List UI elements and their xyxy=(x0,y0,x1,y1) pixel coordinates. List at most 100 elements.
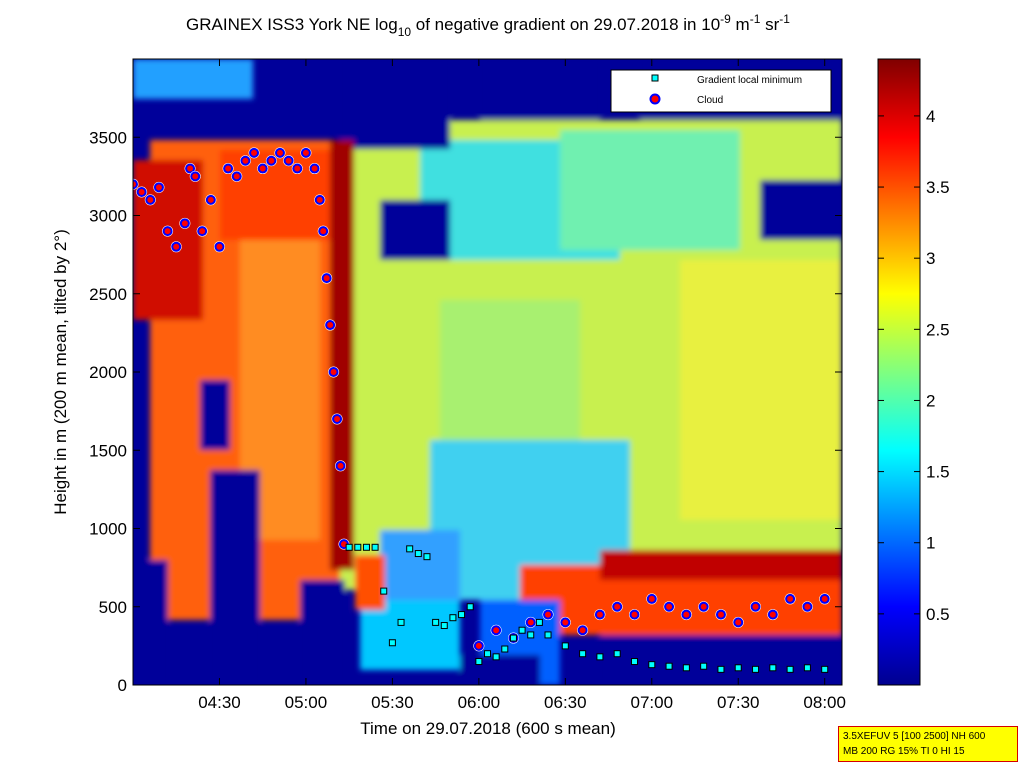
colorbar-tick-label: 2 xyxy=(926,391,935,410)
x-tick-label: 06:30 xyxy=(544,693,587,712)
cloud-marker xyxy=(473,640,484,651)
gradient-minimum-marker xyxy=(579,650,587,658)
cloud-marker xyxy=(190,171,201,182)
gradient-minimum-marker xyxy=(380,587,388,595)
markers-layer xyxy=(133,147,831,673)
gradient-minimum-marker xyxy=(466,603,474,611)
legend-marker-cloud xyxy=(649,93,661,105)
colorbar-tick-label: 1 xyxy=(926,534,935,553)
gradient-minimum-marker xyxy=(803,664,811,672)
colorbar-tick-label: 1.5 xyxy=(926,463,950,482)
cloud-marker xyxy=(136,187,147,198)
cloud-marker xyxy=(681,609,692,620)
cloud-marker xyxy=(594,609,605,620)
gradient-minimum-marker xyxy=(648,661,656,669)
cloud-marker xyxy=(819,593,830,604)
colorbar-tick-label: 2.5 xyxy=(926,320,950,339)
cloud-marker xyxy=(664,601,675,612)
cloud-marker xyxy=(274,147,285,158)
gradient-minimum-marker xyxy=(362,543,370,551)
gradient-minimum-marker xyxy=(527,631,535,639)
x-tick-label: 06:00 xyxy=(458,693,501,712)
cloud-marker xyxy=(171,241,182,252)
cloud-marker xyxy=(133,179,138,190)
cloud-marker xyxy=(314,194,325,205)
cloud-marker xyxy=(491,625,502,636)
y-tick-label: 2000 xyxy=(89,363,127,382)
gradient-minimum-marker xyxy=(518,626,526,634)
colorbar-tick-label: 4 xyxy=(926,107,935,126)
cloud-marker xyxy=(214,241,225,252)
gradient-minimum-marker xyxy=(786,665,794,673)
cloud-marker xyxy=(733,617,744,628)
cloud-marker xyxy=(300,147,311,158)
cloud-marker xyxy=(335,460,346,471)
cloud-marker xyxy=(145,194,156,205)
legend-marker-gradient-minimum xyxy=(651,74,659,82)
cloud-marker xyxy=(802,601,813,612)
gradient-minimum-marker xyxy=(596,653,604,661)
gradient-minimum-marker xyxy=(544,631,552,639)
gradient-minimum-marker xyxy=(509,634,517,642)
cloud-marker xyxy=(525,617,536,628)
cloud-marker xyxy=(328,367,339,377)
cloud-marker xyxy=(266,155,277,166)
gradient-minimum-marker xyxy=(449,614,457,622)
x-tick-label: 07:00 xyxy=(631,693,674,712)
cloud-marker xyxy=(785,593,796,604)
gradient-minimum-marker xyxy=(769,664,777,672)
x-tick-label: 05:00 xyxy=(285,693,328,712)
y-tick-label: 3000 xyxy=(89,207,127,226)
cloud-marker xyxy=(560,617,571,628)
info-line-1: 3.5XEFUV 5 [100 2500] NH 600 xyxy=(843,731,986,742)
colorbar-ticks: 0.5 1 1.5 2 2.5 3 3.5 4 xyxy=(878,107,950,624)
x-tick-label: 07:30 xyxy=(717,693,760,712)
colorbar-tick-label: 0.5 xyxy=(926,605,950,624)
y-tick-label: 2500 xyxy=(89,285,127,304)
gradient-minimum-marker xyxy=(345,543,353,551)
colorbar: 0.5 1 1.5 2 2.5 3 3.5 4 xyxy=(877,58,950,686)
gradient-minimum-marker xyxy=(630,658,638,666)
cloud-marker xyxy=(318,226,329,237)
cloud-marker xyxy=(292,163,303,174)
gradient-minimum-marker xyxy=(717,665,725,673)
colorbar-tick-label: 3.5 xyxy=(926,178,950,197)
gradient-minimum-marker xyxy=(535,618,543,626)
cloud-marker xyxy=(698,601,709,612)
cloud-marker xyxy=(321,273,332,284)
cloud-marker xyxy=(325,320,336,331)
y-axis: 0 500 1000 1500 2000 2500 3000 3500 xyxy=(89,128,842,695)
heatmap-plot-area xyxy=(133,59,842,685)
gradient-minimum-marker xyxy=(561,642,569,650)
gradient-minimum-marker xyxy=(484,650,491,658)
gradient-minimum-marker xyxy=(397,618,405,626)
cloud-marker xyxy=(179,218,190,229)
gradient-minimum-marker xyxy=(354,543,362,551)
colorbar-tick-label: 3 xyxy=(926,249,935,268)
processing-info-box: 3.5XEFUV 5 [100 2500] NH 600 MB 200 RG 1… xyxy=(838,726,1018,762)
y-tick-label: 3500 xyxy=(89,128,127,147)
cloud-marker xyxy=(185,163,196,174)
legend-label-gradient-minimum: Gradient local minimum xyxy=(697,75,802,86)
y-tick-label: 500 xyxy=(99,598,127,617)
gradient-minimum-marker xyxy=(613,650,621,658)
gradient-minimum-marker xyxy=(406,545,414,553)
cloud-marker xyxy=(332,413,343,424)
cloud-marker xyxy=(257,163,268,174)
legend-label-cloud: Cloud xyxy=(697,95,723,106)
x-tick-label: 08:00 xyxy=(803,693,846,712)
cloud-marker xyxy=(283,155,294,166)
info-line-2: MB 200 RG 15% TI 0 HI 15 xyxy=(843,746,965,757)
x-axis: 04:30 05:00 05:30 06:00 06:30 07:00 07:30 08:00 xyxy=(198,59,846,712)
gradient-minimum-marker xyxy=(501,645,509,653)
y-tick-label: 1000 xyxy=(89,520,127,539)
cloud-marker xyxy=(715,609,726,620)
cloud-marker xyxy=(767,609,778,620)
legend: Gradient local minimum Cloud xyxy=(610,69,832,113)
gradient-minimum-marker xyxy=(371,543,379,551)
x-tick-label: 05:30 xyxy=(371,693,414,712)
legend-box xyxy=(610,69,832,113)
cloud-marker xyxy=(249,147,260,158)
gradient-minimum-marker xyxy=(492,653,500,661)
